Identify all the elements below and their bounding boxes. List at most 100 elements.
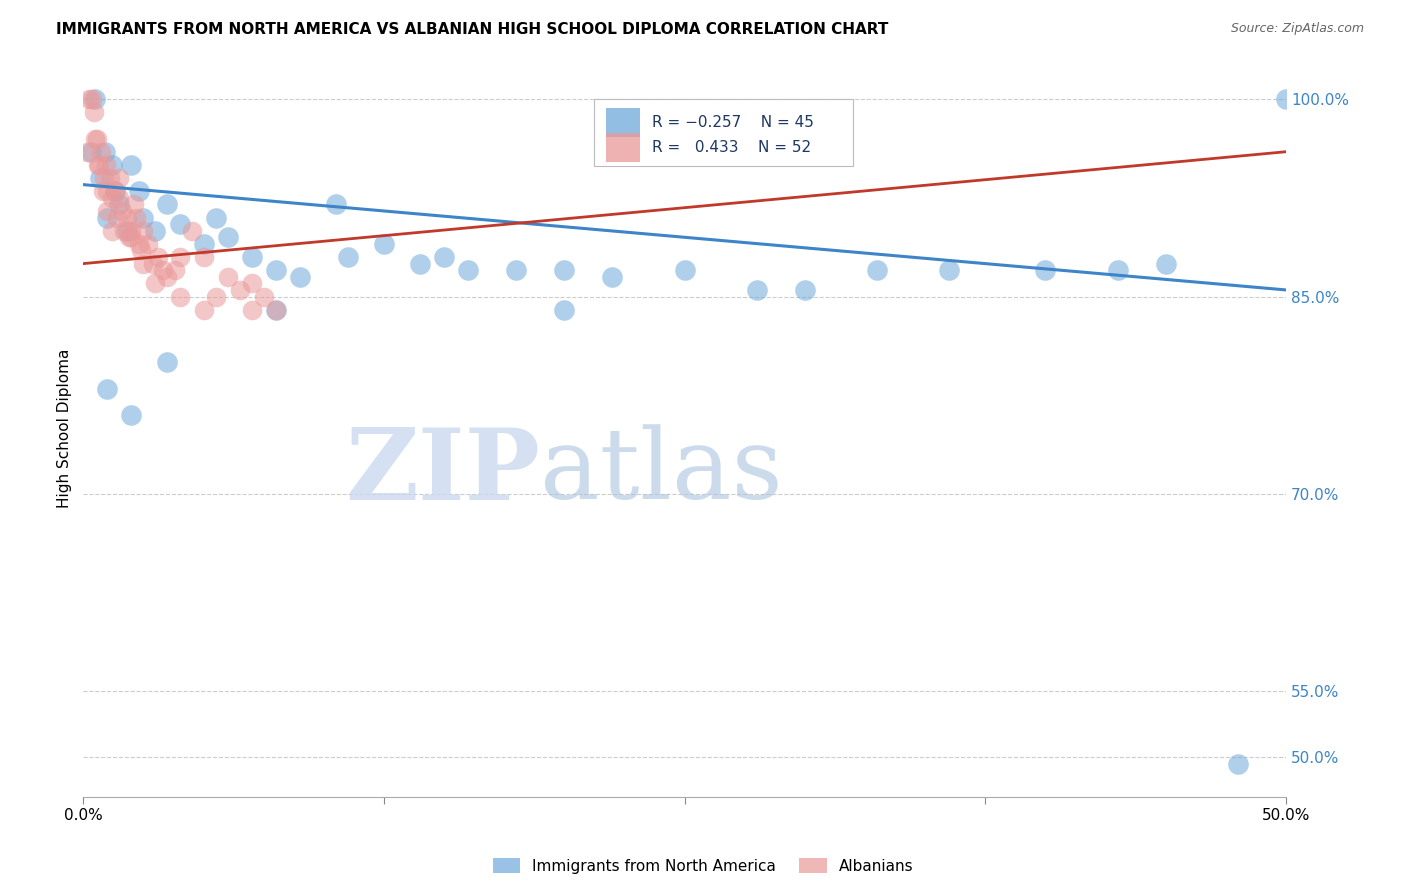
Point xyxy=(108,191,131,205)
FancyBboxPatch shape xyxy=(595,99,853,167)
Point xyxy=(87,158,110,172)
Point xyxy=(115,224,138,238)
Point xyxy=(98,171,121,186)
Point xyxy=(553,263,575,277)
Point xyxy=(94,158,117,172)
Point xyxy=(433,250,456,264)
Point xyxy=(938,263,960,277)
Point xyxy=(79,145,101,159)
Point xyxy=(228,283,250,297)
Point xyxy=(336,250,359,264)
Point xyxy=(264,263,287,277)
Text: R =   0.433    N = 52: R = 0.433 N = 52 xyxy=(652,140,811,155)
Point xyxy=(193,302,215,317)
Point xyxy=(146,250,169,264)
Point xyxy=(101,191,124,205)
Point xyxy=(673,263,696,277)
Point xyxy=(193,250,215,264)
Point xyxy=(112,224,135,238)
Point xyxy=(83,105,105,120)
Point xyxy=(132,257,155,271)
Point xyxy=(156,197,179,211)
Text: IMMIGRANTS FROM NORTH AMERICA VS ALBANIAN HIGH SCHOOL DIPLOMA CORRELATION CHART: IMMIGRANTS FROM NORTH AMERICA VS ALBANIA… xyxy=(56,22,889,37)
Point xyxy=(103,184,125,198)
Point xyxy=(169,289,191,303)
Point xyxy=(866,263,889,277)
Point xyxy=(253,289,276,303)
Point xyxy=(128,184,150,198)
Point xyxy=(169,250,191,264)
Point xyxy=(169,217,191,231)
Point xyxy=(204,289,226,303)
Point xyxy=(163,263,186,277)
Point xyxy=(288,269,311,284)
Point xyxy=(125,211,148,225)
Point xyxy=(217,269,239,284)
Point xyxy=(103,184,125,198)
Point xyxy=(96,204,118,219)
Point xyxy=(115,211,138,225)
Point xyxy=(145,277,167,291)
Point xyxy=(90,145,112,159)
Point xyxy=(122,197,145,211)
Point xyxy=(84,92,107,106)
Point xyxy=(156,269,179,284)
Point xyxy=(96,382,118,396)
Point xyxy=(240,302,263,317)
Text: R = −0.257    N = 45: R = −0.257 N = 45 xyxy=(652,115,814,130)
Point xyxy=(101,224,124,238)
Point xyxy=(120,158,142,172)
Point xyxy=(204,211,226,225)
Point xyxy=(240,277,263,291)
Point xyxy=(105,211,128,225)
Point xyxy=(457,263,479,277)
Point xyxy=(94,145,117,159)
Text: Source: ZipAtlas.com: Source: ZipAtlas.com xyxy=(1230,22,1364,36)
Point xyxy=(80,92,103,106)
Point xyxy=(264,302,287,317)
Point xyxy=(84,131,107,145)
Point xyxy=(108,197,131,211)
Point xyxy=(373,236,395,251)
Point xyxy=(156,355,179,369)
FancyBboxPatch shape xyxy=(606,108,640,137)
Point xyxy=(1154,257,1177,271)
Point xyxy=(79,92,101,106)
Point xyxy=(136,236,159,251)
Point xyxy=(129,244,152,258)
Point xyxy=(120,224,142,238)
Point xyxy=(240,250,263,264)
Point xyxy=(325,197,347,211)
Point xyxy=(1226,756,1249,771)
Point xyxy=(96,184,118,198)
Legend: Immigrants from North America, Albanians: Immigrants from North America, Albanians xyxy=(486,852,920,880)
Point xyxy=(120,408,142,422)
FancyBboxPatch shape xyxy=(606,133,640,162)
Point xyxy=(76,145,98,159)
Point xyxy=(180,224,202,238)
Point xyxy=(793,283,815,297)
Point xyxy=(96,211,118,225)
Point xyxy=(132,224,155,238)
Point xyxy=(86,131,108,145)
Text: ZIP: ZIP xyxy=(346,424,540,521)
Point xyxy=(132,211,155,225)
Point xyxy=(93,171,115,186)
Point xyxy=(264,302,287,317)
Point xyxy=(108,171,131,186)
Point xyxy=(409,257,432,271)
Point xyxy=(91,184,114,198)
Point xyxy=(142,257,165,271)
Point xyxy=(745,283,768,297)
Point xyxy=(1107,263,1129,277)
Point xyxy=(120,230,142,244)
Point xyxy=(101,158,124,172)
Text: atlas: atlas xyxy=(540,425,783,520)
Y-axis label: High School Diploma: High School Diploma xyxy=(58,349,72,508)
Point xyxy=(128,236,150,251)
Point xyxy=(89,171,111,186)
Point xyxy=(1275,92,1298,106)
Point xyxy=(505,263,527,277)
Point xyxy=(1035,263,1057,277)
Point xyxy=(553,302,575,317)
